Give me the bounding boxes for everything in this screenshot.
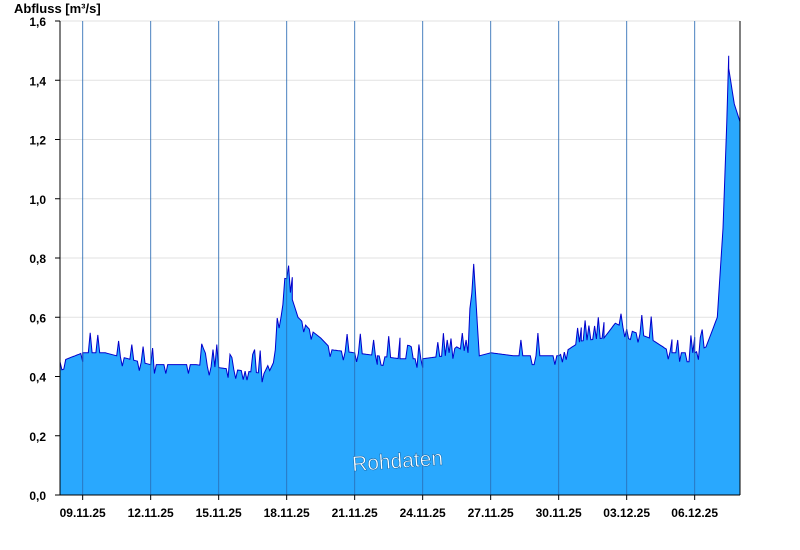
y-tick-label: 0,6: [29, 311, 46, 325]
y-tick-label: 1,4: [29, 74, 46, 88]
y-tick-label: 1,0: [29, 193, 46, 207]
x-tick-label: 12.11.25: [128, 506, 174, 520]
discharge-area: [60, 55, 740, 496]
x-tick-label: 21.11.25: [332, 506, 378, 520]
x-tick-label: 24.11.25: [400, 506, 446, 520]
x-tick-label: 18.11.25: [264, 506, 310, 520]
y-tick-label: 0,0: [29, 489, 46, 503]
x-tick-label: 09.11.25: [60, 506, 106, 520]
x-tick-label: 27.11.25: [468, 506, 514, 520]
y-tick-label: 0,8: [29, 252, 46, 266]
x-tick-label: 15.11.25: [196, 506, 242, 520]
y-tick-label: 1,2: [29, 134, 46, 148]
x-tick-label: 03.12.25: [603, 506, 650, 520]
discharge-line: [59, 55, 741, 383]
x-tick-label: 30.11.25: [536, 506, 582, 520]
y-tick-label: 1,6: [29, 15, 46, 29]
x-tick-label: 06.12.25: [671, 506, 718, 520]
y-tick-label: 0,2: [29, 430, 46, 444]
y-tick-label: 0,4: [29, 371, 46, 385]
y-axis-label: Abfluss [m³/s]: [14, 1, 101, 16]
